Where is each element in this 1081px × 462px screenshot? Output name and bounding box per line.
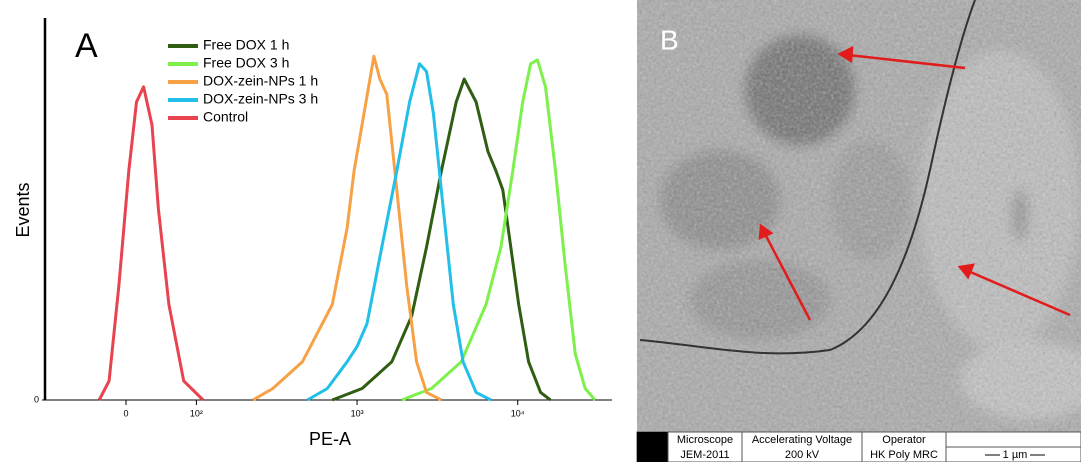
legend-label: Free DOX 1 h bbox=[203, 37, 289, 53]
info-value: HK Poly MRC bbox=[870, 449, 938, 461]
info-header: Operator bbox=[882, 434, 926, 446]
info-icon bbox=[637, 432, 668, 462]
x-tick-label: 10⁴ bbox=[511, 408, 525, 418]
nuclear-envelope bbox=[639, 0, 976, 355]
series-line bbox=[401, 58, 597, 402]
series-line bbox=[97, 85, 205, 402]
arrows bbox=[758, 45, 1071, 321]
panel-label: B bbox=[660, 24, 679, 55]
legend-label: Free DOX 3 h bbox=[203, 55, 289, 71]
info-value: 200 kV bbox=[785, 449, 820, 461]
x-tick-label: 10³ bbox=[351, 408, 364, 418]
x-tick-label: 10² bbox=[190, 408, 203, 418]
legend-label: DOX-zein-NPs 3 h bbox=[203, 91, 318, 107]
info-dividers bbox=[667, 432, 1081, 462]
series-line bbox=[252, 54, 443, 402]
scale-bar-label: 1 µm bbox=[1003, 449, 1028, 461]
info-value: JEM-2011 bbox=[680, 449, 729, 461]
x-tick-label: 0 bbox=[123, 408, 128, 418]
x-axis-label: PE-A bbox=[309, 429, 351, 449]
micrograph-grain bbox=[637, 0, 1081, 432]
series-line bbox=[331, 77, 552, 402]
panel-b: B Microscope Accelerating Voltage Operat… bbox=[636, 0, 1081, 462]
y-tick-label: 0 bbox=[34, 394, 39, 404]
panel-label: A bbox=[75, 27, 98, 65]
info-header: Accelerating Voltage bbox=[752, 434, 852, 446]
panel-a: A PE-A Events 0 10² 10³ 10⁴ 0 Free DOX 1 h Fre… bbox=[13, 18, 612, 449]
y-axis-label: Events bbox=[13, 182, 33, 237]
series-line bbox=[306, 62, 492, 402]
legend-label: Control bbox=[203, 109, 248, 125]
info-header: Microscope bbox=[677, 434, 733, 446]
legend-label: DOX-zein-NPs 1 h bbox=[203, 73, 318, 89]
info-bar: Microscope Accelerating Voltage Operator… bbox=[636, 431, 1081, 462]
